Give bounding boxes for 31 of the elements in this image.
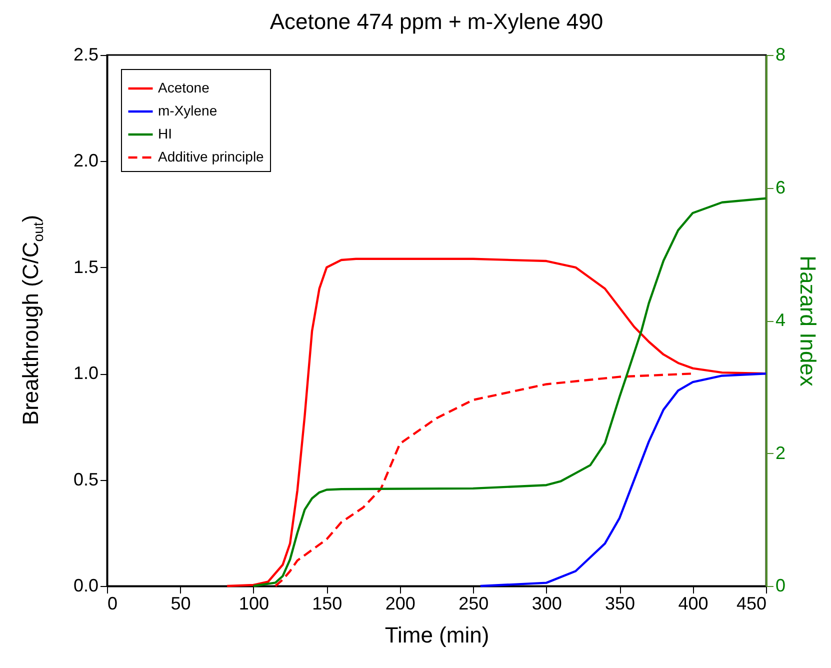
y2-tick-label: 0: [776, 576, 786, 596]
y2-tick-label: 6: [776, 177, 786, 198]
legend-label: HI: [158, 126, 172, 142]
y2-tick-label: 2: [776, 442, 786, 463]
line-series: [479, 372, 768, 588]
x-tick-label: 400: [678, 594, 708, 614]
x-tick-label: 450: [736, 594, 766, 614]
x-tick-label: 350: [605, 594, 636, 614]
legend-label: Acetone: [158, 80, 210, 96]
x-tick-label: 300: [532, 594, 562, 614]
y-tick-label: 0.5: [73, 469, 98, 490]
y-tick-label: 1.0: [73, 363, 98, 384]
y-tick-label: 1.5: [73, 256, 98, 277]
legend-label: m-Xylene: [158, 102, 218, 118]
x-tick-label: 0: [108, 594, 118, 614]
y2-axis-title: Hazard Index: [796, 256, 821, 386]
y-tick-label: 0.0: [73, 576, 98, 596]
y-tick-label: 2.5: [73, 44, 98, 64]
x-tick-label: 250: [458, 594, 489, 614]
chart-title: Acetone 474 ppm + m-Xylene 490: [270, 9, 604, 34]
x-tick-label: 50: [170, 594, 191, 614]
line-series: [274, 372, 694, 588]
legend-label: Additive principle: [158, 148, 264, 164]
y2-tick-label: 8: [776, 44, 786, 64]
y-tick-label: 2.0: [73, 150, 98, 171]
x-tick-label: 200: [385, 594, 416, 614]
y2-tick-label: 4: [776, 310, 786, 330]
line-series: [252, 197, 768, 588]
x-tick-label: 150: [312, 594, 342, 614]
x-axis-title: Time (min): [384, 622, 490, 648]
x-tick-label: 100: [238, 594, 269, 614]
